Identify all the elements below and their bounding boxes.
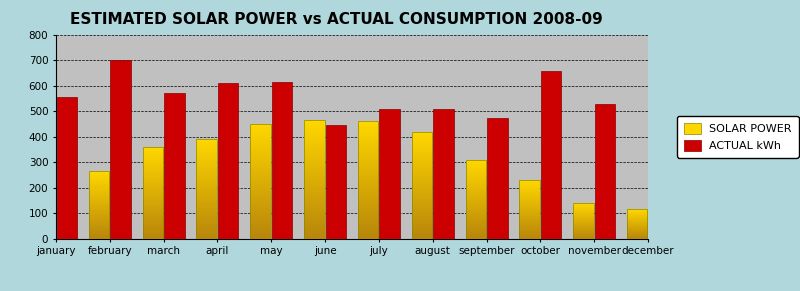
Bar bbox=[197, 139, 217, 239]
Bar bbox=[519, 180, 540, 239]
Text: ESTIMATED SOLAR POWER vs ACTUAL CONSUMPTION 2008-09: ESTIMATED SOLAR POWER vs ACTUAL CONSUMPT… bbox=[70, 12, 602, 27]
Bar bbox=[573, 203, 594, 239]
Bar bbox=[573, 203, 594, 239]
Bar bbox=[541, 71, 562, 239]
Bar bbox=[110, 61, 131, 239]
Bar bbox=[412, 132, 432, 239]
Bar bbox=[89, 171, 110, 239]
Bar bbox=[466, 160, 486, 239]
Bar bbox=[142, 147, 163, 239]
Bar bbox=[57, 97, 77, 239]
Bar bbox=[35, 198, 55, 239]
Bar bbox=[250, 124, 270, 239]
Bar bbox=[218, 83, 238, 239]
Bar bbox=[594, 104, 615, 239]
Bar bbox=[412, 132, 432, 239]
Bar bbox=[379, 109, 400, 239]
Bar bbox=[142, 147, 163, 239]
Bar bbox=[304, 120, 325, 239]
Bar bbox=[358, 122, 378, 239]
Bar bbox=[434, 109, 454, 239]
Bar bbox=[326, 125, 346, 239]
Bar bbox=[164, 93, 185, 239]
Bar bbox=[649, 78, 669, 239]
Bar bbox=[627, 209, 647, 239]
Bar bbox=[272, 82, 292, 239]
Bar bbox=[627, 209, 647, 239]
Bar bbox=[89, 171, 110, 239]
Bar bbox=[35, 198, 55, 239]
Bar bbox=[487, 118, 507, 239]
Bar bbox=[519, 180, 540, 239]
Bar bbox=[197, 139, 217, 239]
Bar bbox=[304, 120, 325, 239]
Legend: SOLAR POWER, ACTUAL kWh: SOLAR POWER, ACTUAL kWh bbox=[678, 116, 798, 158]
Bar bbox=[466, 160, 486, 239]
Bar bbox=[358, 122, 378, 239]
Bar bbox=[250, 124, 270, 239]
